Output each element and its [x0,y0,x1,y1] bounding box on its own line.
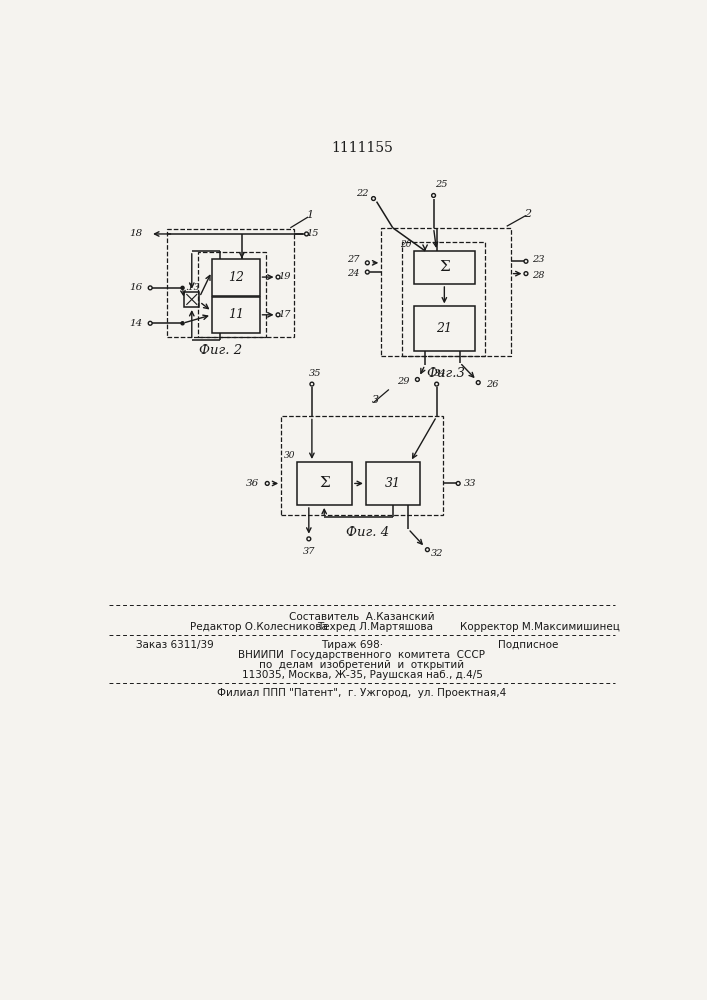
Bar [212,259,259,296]
Text: Филиал ППП "Патент",  г. Ужгород,  ул. Проектная,4: Филиал ППП "Патент", г. Ужгород, ул. Про… [217,688,507,698]
Text: .13: .13 [185,283,200,292]
Text: 23: 23 [532,255,544,264]
Text: 113035, Москва, Ж-35, Раушская наб., д.4/5: 113035, Москва, Ж-35, Раушская наб., д.4… [242,670,482,680]
Text: Тираж 698·: Тираж 698· [321,640,383,650]
Text: 1111155: 1111155 [331,141,393,155]
Text: 34: 34 [433,369,446,378]
Text: 2: 2 [524,209,531,219]
Text: 22: 22 [356,189,369,198]
Bar [381,228,510,356]
Text: 25: 25 [435,180,448,189]
Text: Фиг.3: Фиг.3 [426,367,465,380]
Text: 27: 27 [347,255,360,264]
Text: Заказ 6311/39: Заказ 6311/39 [136,640,214,650]
Text: 3: 3 [373,395,380,405]
Text: 16: 16 [129,283,143,292]
Circle shape [181,322,184,325]
Text: ВНИИПИ  Государственного  комитета  СССР: ВНИИПИ Государственного комитета СССР [238,650,486,660]
Text: 37: 37 [303,547,315,556]
Text: 24: 24 [347,269,360,278]
Bar [366,462,420,505]
Text: 30: 30 [284,451,295,460]
Bar [414,251,475,284]
Bar [184,292,199,307]
Text: 26: 26 [486,380,498,389]
Text: Подписное: Подписное [498,640,559,650]
Circle shape [181,286,184,289]
Text: 17: 17 [279,310,291,319]
Text: Составитель  А.Казанский: Составитель А.Казанский [289,612,435,622]
Text: 32: 32 [431,549,444,558]
Text: Σ: Σ [439,260,450,274]
Text: 14: 14 [129,319,143,328]
Text: Σ: Σ [319,476,329,490]
Text: по  делам  изобретений  и  открытий: по делам изобретений и открытий [259,660,464,670]
Text: Редактор О.Колесникова: Редактор О.Колесникова [190,622,328,632]
Text: 31: 31 [385,477,401,490]
Text: Корректор М.Максимишинец: Корректор М.Максимишинец [460,622,619,632]
Bar [167,229,294,337]
Text: 18: 18 [129,229,143,238]
Text: 20: 20 [400,240,412,249]
Bar [281,416,443,515]
Text: 21: 21 [436,322,452,335]
Text: 29: 29 [397,377,409,386]
Bar [414,306,475,351]
Bar [198,252,266,337]
Text: 11: 11 [228,308,244,321]
Text: 19: 19 [279,272,291,281]
Text: 15: 15 [306,229,319,238]
Bar [212,297,259,333]
Text: 36: 36 [246,479,259,488]
Bar [296,462,352,505]
Text: 33: 33 [464,479,477,488]
Text: Фиг. 4: Фиг. 4 [346,526,389,539]
Text: 28: 28 [532,271,544,280]
Text: 1: 1 [306,210,313,220]
Text: Фиг. 2: Фиг. 2 [199,344,243,358]
Text: 12: 12 [228,271,244,284]
Text: 35: 35 [309,369,321,378]
Bar [402,242,485,356]
Text: Техред Л.Мартяшова: Техред Л.Мартяшова [317,622,433,632]
